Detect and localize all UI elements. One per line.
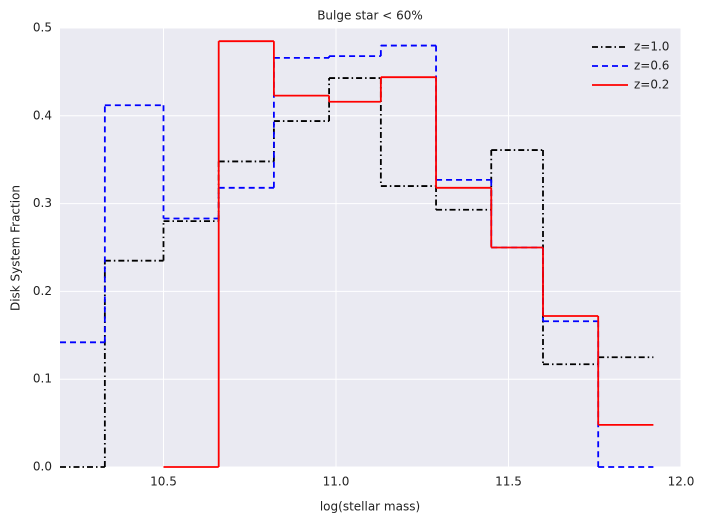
y-tick-label: 0.2 [33,284,52,298]
legend-label: z=1.0 [634,40,669,54]
y-tick-label: 0.1 [33,372,52,386]
legend-label: z=0.6 [634,59,669,73]
x-tick-label: 10.5 [150,475,177,489]
x-tick-label: 11.0 [323,475,350,489]
x-tick-label: 12.0 [668,475,695,489]
x-tick-label: 11.5 [495,475,522,489]
y-axis-label: Disk System Fraction [9,185,23,311]
chart-title: Bulge star < 60% [317,9,423,23]
y-tick-label: 0.5 [33,21,52,35]
y-tick-label: 0.4 [33,108,52,122]
y-tick-label: 0.0 [33,460,52,474]
y-tick-label: 0.3 [33,196,52,210]
plot-area [60,28,681,467]
x-axis-label: log(stellar mass) [320,500,420,514]
legend-label: z=0.2 [634,78,669,92]
